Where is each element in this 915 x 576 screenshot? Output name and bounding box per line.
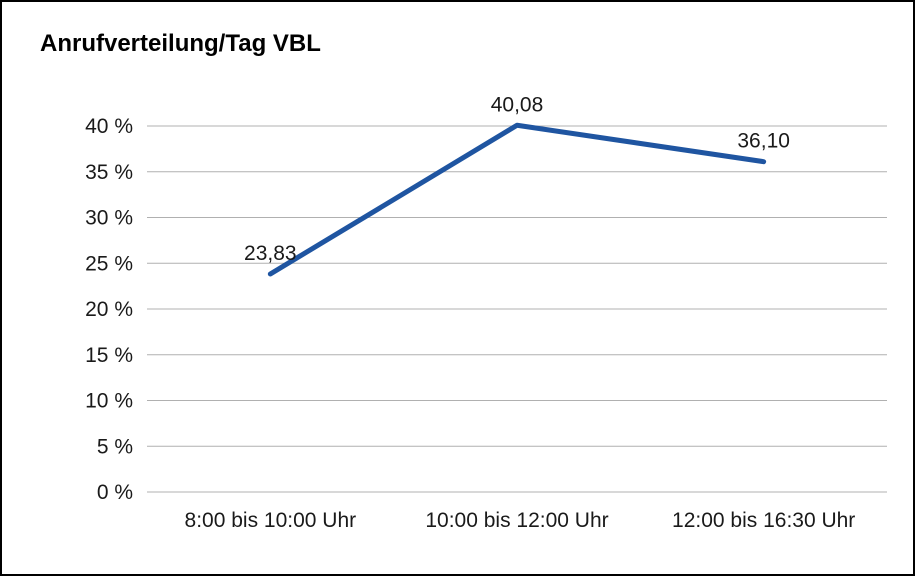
series-line (267, 122, 767, 277)
y-tick-label: 20 % (85, 298, 133, 321)
y-tick-label: 25 % (85, 252, 133, 275)
y-tick-label: 0 % (97, 481, 133, 504)
y-axis-tick-labels: 0 % 5 % 10 % 15 % 20 % 25 % 30 % 35 % 40 % (85, 115, 133, 504)
y-tick-label: 10 % (85, 390, 133, 413)
x-category-label: 10:00 bis 12:00 Uhr (425, 509, 608, 532)
x-category-label: 8:00 bis 10:00 Uhr (185, 509, 357, 532)
chart-title: Anrufverteilung/Tag VBL (40, 30, 321, 57)
data-labels: 23,83 40,08 36,10 (244, 93, 790, 265)
y-tick-label: 40 % (85, 115, 133, 138)
x-category-label: 12:00 bis 16:30 Uhr (672, 509, 855, 532)
y-tick-label: 5 % (97, 435, 133, 458)
data-point-label: 40,08 (491, 93, 544, 116)
data-point-label: 36,10 (737, 130, 790, 153)
x-axis-category-labels: 8:00 bis 10:00 Uhr 10:00 bis 12:00 Uhr 12:… (185, 509, 856, 532)
y-tick-label: 30 % (85, 207, 133, 230)
y-tick-label: 35 % (85, 161, 133, 184)
y-tick-label: 15 % (85, 344, 133, 367)
gridlines (147, 125, 887, 493)
data-point-label: 23,83 (244, 242, 297, 265)
